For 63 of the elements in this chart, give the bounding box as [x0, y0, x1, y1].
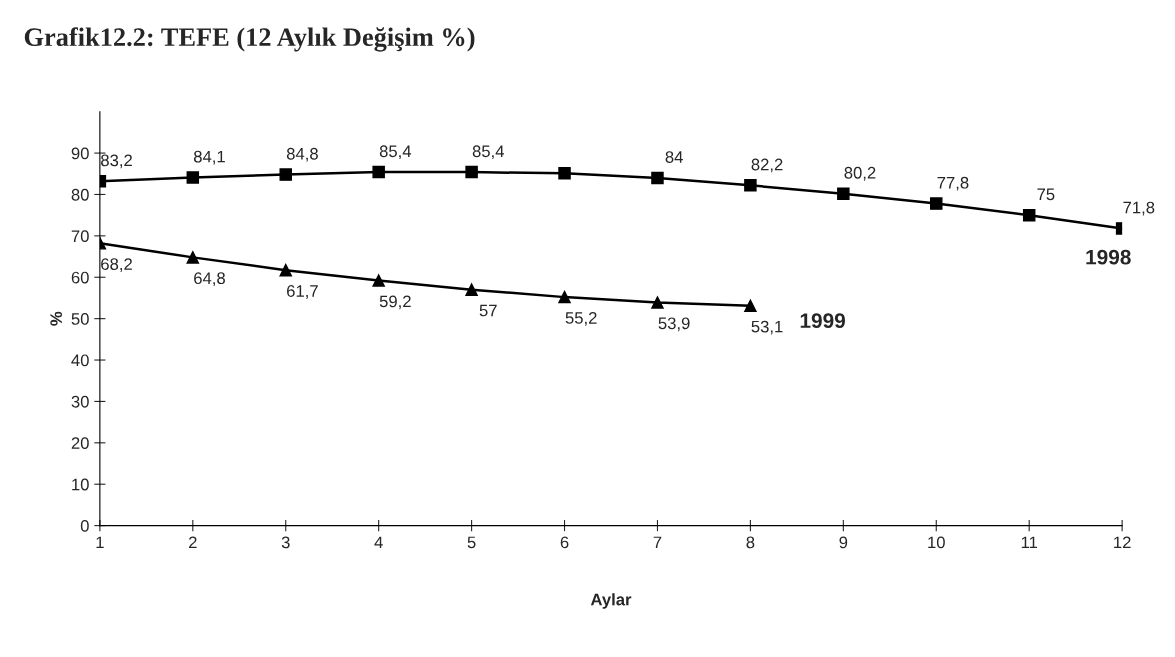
point — [465, 165, 478, 179]
y-tick-label: 90 — [71, 147, 89, 160]
y-tick-label: 20 — [71, 437, 89, 450]
data-label: 68,2 — [101, 258, 132, 272]
y-tick-label: 50 — [71, 313, 89, 325]
y-tick-label: 60 — [71, 271, 89, 284]
series-label: 1998 — [1086, 249, 1131, 265]
data-label: 77,8 — [937, 176, 969, 191]
point — [558, 290, 571, 304]
point — [744, 299, 757, 313]
data-label: 80,2 — [844, 166, 876, 181]
data-label: 64,8 — [194, 272, 225, 287]
data-label: 85,4 — [472, 145, 504, 160]
data-label: 53,1 — [751, 320, 783, 335]
x-tick-label: 3 — [281, 536, 290, 549]
data-label: 85,4 — [379, 145, 412, 160]
point — [1022, 208, 1036, 222]
data-label: 84,1 — [193, 150, 225, 165]
y-tick-label: 0 — [80, 520, 89, 532]
x-tick-label: 2 — [189, 536, 197, 549]
y-axis-title: % — [50, 311, 63, 326]
data-label: 83,2 — [101, 154, 132, 169]
y-tick-label: 10 — [72, 478, 89, 491]
data-label: 82,2 — [751, 158, 783, 173]
x-tick-label: 9 — [839, 536, 848, 549]
y-tick-label: 30 — [71, 395, 89, 408]
point — [279, 263, 292, 277]
x-tick-label: 5 — [467, 536, 476, 549]
data-label: 71,8 — [1123, 201, 1155, 216]
point — [372, 274, 385, 287]
point — [837, 187, 850, 200]
data-label: 84 — [665, 151, 683, 163]
point — [279, 168, 292, 181]
data-label: 84,8 — [286, 147, 318, 162]
text: 1999 — [800, 313, 846, 329]
data-label: 61,7 — [287, 285, 318, 299]
point — [465, 283, 478, 296]
x-tick-label: 1 — [96, 536, 104, 549]
x-tick-label: 10 — [928, 536, 945, 549]
point — [651, 296, 664, 309]
point — [558, 167, 571, 180]
data-label: 53,9 — [658, 317, 690, 332]
y-tick-label: 80 — [71, 188, 89, 201]
point — [186, 171, 200, 184]
point — [372, 165, 385, 179]
y-tick-label: 70 — [71, 230, 89, 243]
x-tick-label: 12 — [1114, 536, 1131, 549]
chart-title: Grafik12.2: TEFE (12 Aylık Değişim %) — [24, 27, 475, 52]
data-label: 55,2 — [565, 312, 597, 326]
data-label: 57 — [479, 304, 497, 317]
data-label: 75 — [1037, 188, 1055, 201]
y-tick-label: 40 — [71, 354, 89, 367]
data-label: 59,2 — [379, 295, 411, 310]
x-tick-label: 4 — [374, 536, 383, 549]
x-tick-label: 8 — [746, 536, 755, 549]
point — [744, 179, 757, 192]
x-axis-title: Aylar — [590, 593, 632, 609]
point — [186, 251, 200, 264]
x-tick-label: 7 — [653, 536, 662, 549]
point — [651, 171, 664, 185]
point — [930, 197, 943, 210]
x-tick-label: 11 — [1021, 536, 1038, 549]
x-tick-label: 6 — [560, 536, 569, 549]
